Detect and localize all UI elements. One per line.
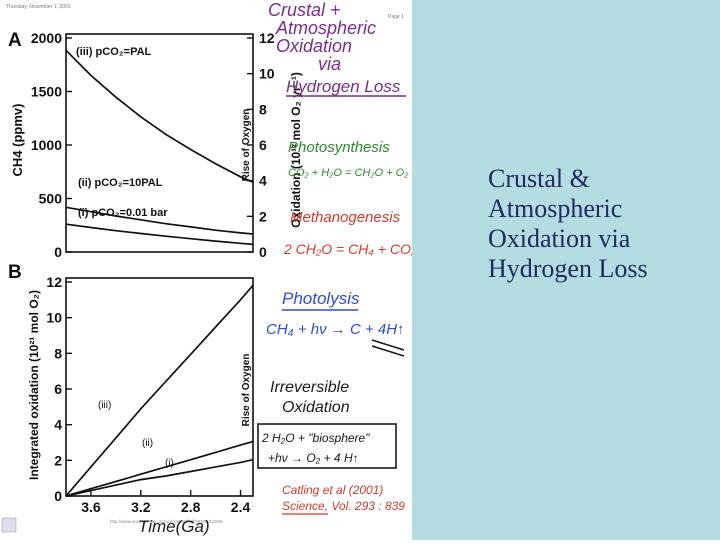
y-tick-label: 6 — [54, 381, 62, 397]
panel-b-frame — [65, 277, 254, 497]
y-tick-label: 0 — [259, 244, 267, 260]
x-tick-label: 3.6 — [81, 499, 101, 515]
page-number: Page 1 — [388, 14, 404, 20]
annotation-photosynthesis: Photosynthesis — [288, 139, 390, 156]
y-tick-label: 1500 — [31, 84, 62, 100]
annotation-citation-1: Catling et al (2001) — [282, 483, 383, 497]
panel-b-x-ticks: 3.6 3.2 2.8 2.4 — [81, 490, 250, 515]
panel-b-curve-label-iii: (iii) — [98, 400, 111, 411]
x-tick-label: 2.4 — [231, 499, 251, 515]
panel-a-letter: A — [8, 30, 22, 51]
panel-a-right-ticks: 12 10 8 6 4 2 0 — [247, 30, 275, 260]
panel-a-rise-label: Rise of Oxygen — [241, 109, 252, 182]
series-line — [65, 458, 254, 497]
annotation-photolysis: Photolysis — [282, 289, 360, 308]
slide-title-line-2: Atmospheric — [488, 194, 623, 223]
page-icon — [1, 517, 17, 533]
y-tick-label: 8 — [54, 345, 62, 361]
annotation-photosynthesis-eq: CO₂ + H₂O = CH₂O + O₂ — [288, 167, 409, 179]
y-tick-label: 4 — [54, 417, 62, 433]
y-tick-label: 0 — [54, 488, 62, 504]
panel-b-y-label: Integrated oxidation (10²¹ mol O₂) — [27, 290, 41, 480]
panel-b-curve-label-i: (i) — [165, 458, 174, 469]
slide-background-panel — [412, 0, 720, 540]
panel-a-y-label: CH4 (ppmv) — [10, 104, 25, 177]
panel-b-letter: B — [8, 262, 22, 283]
slide-title-line-4: Hydrogen Loss — [488, 254, 648, 283]
annotation-irreversible: Irreversible — [270, 379, 349, 396]
annotation-oxidation: Oxidation — [282, 399, 350, 416]
y-tick-label: 12 — [259, 30, 275, 46]
annotation-heading-line-2: Atmospheric — [275, 18, 376, 38]
series-line — [65, 223, 254, 246]
annotation-heading-line-1: Crustal + — [268, 0, 341, 20]
annotation-photolysis-eq: CH₄ + hν → C + 4H↑ — [266, 321, 405, 338]
annotation-heading-line-4: via — [318, 54, 341, 74]
slide-title: Crustal & Atmospheric Oxidation via Hydr… — [488, 164, 713, 284]
panel-a-curve-label-i: (i) pCO₂=0.01 bar — [78, 207, 168, 219]
annotation-box-eq-1: 2 H₂O + "biosphere" — [261, 431, 370, 445]
panel-a-curves — [65, 49, 254, 246]
figure-svg: Thursday, November 1, 2001 Page 1 A 2000… — [1, 0, 417, 536]
equation-box — [257, 423, 397, 469]
y-tick-label: 12 — [46, 274, 62, 290]
y-tick-label: 4 — [259, 173, 267, 189]
y-tick-label: 500 — [39, 191, 63, 207]
arrow-marks — [371, 339, 405, 357]
annotation-citation-2: Science, Vol. 293 : 839 — [282, 499, 405, 513]
series-line — [65, 284, 254, 497]
slide-title-line-3: Oxidation via — [488, 224, 631, 253]
panel-b-y-ticks: 12 10 8 6 4 2 0 — [46, 274, 72, 504]
annotation-heading-line-3: Oxidation — [276, 36, 352, 56]
series-line — [65, 440, 254, 497]
y-tick-label: 2000 — [31, 30, 62, 46]
page-footer: http://www.sciencemag.org/cgi/content/fu… — [110, 519, 223, 524]
y-tick-label: 2 — [259, 208, 267, 224]
annotation-methanogenesis-eq: 2 CH₂O = CH₄ + CO₂ — [283, 241, 412, 257]
series-line — [65, 49, 254, 183]
page-header: Thursday, November 1, 2001 — [6, 4, 71, 10]
annotation-methanogenesis: Methanogenesis — [290, 209, 401, 226]
series-line — [65, 206, 254, 235]
y-tick-label: 6 — [259, 137, 267, 153]
panel-a-left-ticks: 2000 1500 1000 500 0 — [31, 30, 72, 260]
y-tick-label: 1000 — [31, 137, 62, 153]
x-tick-label: 2.8 — [181, 499, 201, 515]
slide-title-line-1: Crustal & — [488, 164, 590, 193]
panel-b-curve-label-ii: (ii) — [142, 438, 153, 449]
annotation-time-label: Time(Ga) — [138, 517, 210, 536]
annotation-box-eq-2: +hν → O₂ + 4 H↑ — [268, 451, 359, 465]
y-tick-label: 8 — [259, 101, 267, 117]
panel-b-rise-label: Rise of Oxygen — [241, 354, 252, 427]
y-tick-label: 2 — [54, 452, 62, 468]
figure-panel: Thursday, November 1, 2001 Page 1 A 2000… — [1, 0, 417, 536]
y-tick-label: 0 — [54, 244, 62, 260]
annotation-heading-line-5: Hydrogen Loss — [286, 77, 401, 96]
y-tick-label: 10 — [259, 66, 275, 82]
panel-a-frame — [65, 33, 254, 253]
panel-a-right-axis-label: Oxidation (10¹² mol O₂ yr⁻¹) — [289, 72, 303, 228]
panel-a-curve-label-ii: (ii) pCO₂=10PAL — [78, 177, 163, 189]
panel-b-curves — [65, 284, 254, 497]
panel-a-curve-label-iii: (iii) pCO₂=PAL — [76, 46, 152, 58]
y-tick-label: 10 — [46, 310, 62, 326]
x-tick-label: 3.2 — [131, 499, 151, 515]
